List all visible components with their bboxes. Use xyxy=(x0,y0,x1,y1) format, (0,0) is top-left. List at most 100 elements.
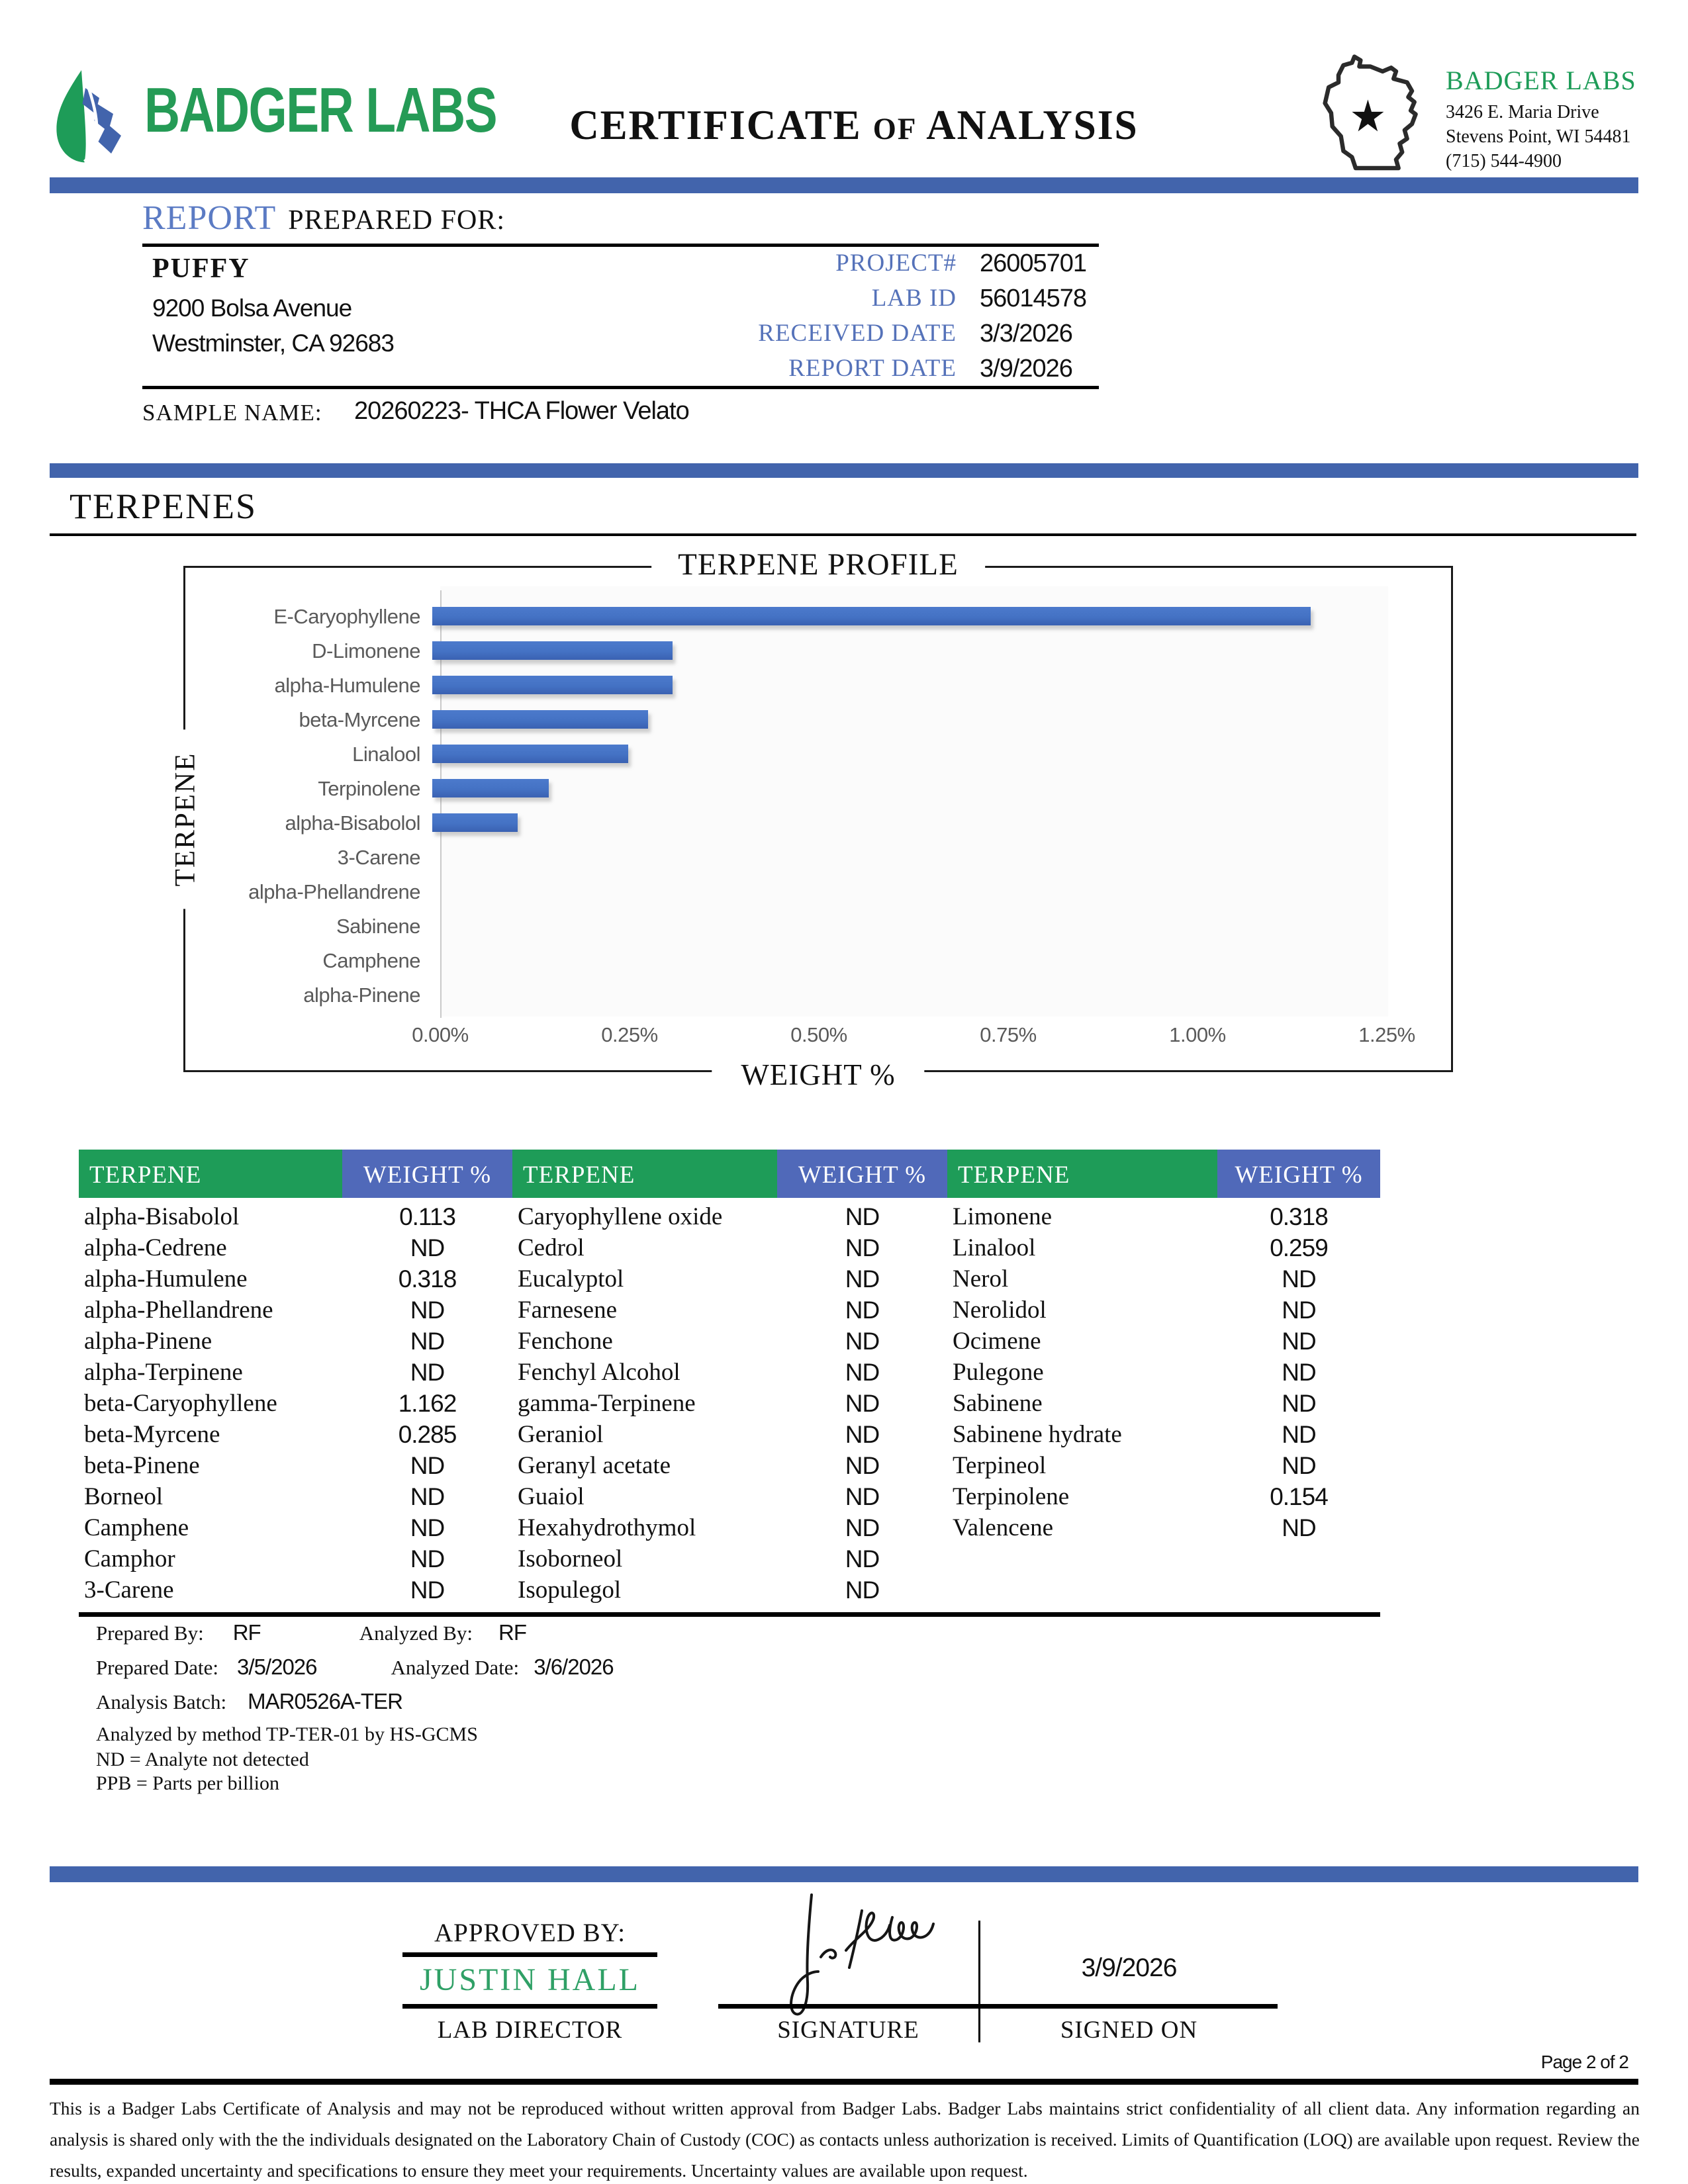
chart-bar-track xyxy=(431,737,1378,772)
chart-bar-track xyxy=(431,875,1378,909)
chart-bar-row: D-Limonene xyxy=(185,634,1387,668)
terpene-weight-cell: 0.285 xyxy=(398,1421,457,1448)
lab-address-line1: 3426 E. Maria Drive xyxy=(1446,102,1599,122)
terpene-name-cell: Hexahydrothymol xyxy=(518,1514,696,1541)
chart-x-tick-label: 1.25% xyxy=(1358,1023,1415,1046)
chart-x-tick-label: 1.00% xyxy=(1169,1023,1226,1046)
prepared-date-value: 3/5/2026 xyxy=(237,1655,317,1679)
sample-name-value: 20260223- THCA Flower Velato xyxy=(354,397,690,425)
document-title: CERTIFICATE OF ANALYSIS xyxy=(498,101,1209,150)
chart-category-label: alpha-Phellandrene xyxy=(248,880,420,903)
project-number-label: PROJECT# xyxy=(835,250,957,277)
client-address-line1: 9200 Bolsa Avenue xyxy=(152,295,352,322)
terpene-name-cell: Sabinene xyxy=(953,1390,1043,1417)
badger-labs-leaf-logo xyxy=(56,70,121,163)
rule xyxy=(142,386,1099,389)
signature-image xyxy=(790,1893,935,2016)
brand-wordmark: BADGER LABS xyxy=(144,75,498,146)
chart-category-label: Terpinolene xyxy=(318,777,420,800)
terpene-name-cell: Sabinene hydrate xyxy=(953,1421,1122,1448)
terpene-weight-cell: ND xyxy=(410,1328,445,1355)
signed-on-date: 3/9/2026 xyxy=(1081,1954,1178,1982)
chart-bar-track xyxy=(431,944,1378,978)
disclaimer-text: This is a Badger Labs Certificate of Ana… xyxy=(50,2098,1640,2181)
table-header-weight: WEIGHT % xyxy=(342,1150,512,1201)
received-date-label: RECEIVED DATE xyxy=(758,320,957,347)
terpene-name-cell: Pulegone xyxy=(953,1359,1044,1386)
chart-category-label: alpha-Bisabolol xyxy=(285,811,421,835)
signature-label: SIGNATURE xyxy=(777,2017,919,2044)
analysis-batch-label: Analysis Batch: xyxy=(96,1690,227,1713)
lab-id-label: LAB ID xyxy=(871,285,957,312)
terpene-weight-cell: ND xyxy=(845,1576,880,1604)
lab-id-value: 56014578 xyxy=(980,285,1087,312)
terpene-weight-cell: ND xyxy=(845,1483,880,1510)
chart-bar-row: Camphene xyxy=(185,944,1387,978)
chart-category-label: Sabinene xyxy=(336,915,421,938)
analysis-batch-value: MAR0526A-TER xyxy=(248,1689,403,1713)
chart-bar xyxy=(432,607,1311,625)
approver-title: LAB DIRECTOR xyxy=(437,2017,623,2044)
chart-category-label: D-Limonene xyxy=(312,639,420,662)
terpene-name-cell: alpha-Cedrene xyxy=(84,1234,227,1261)
approver-name: JUSTIN HALL xyxy=(420,1962,640,1997)
chart-bar xyxy=(432,676,673,694)
table-header-terpene: TERPENE xyxy=(512,1150,777,1201)
terpene-name-cell: Camphor xyxy=(84,1545,175,1572)
terpene-weight-cell: ND xyxy=(845,1297,880,1324)
chart-x-axis-label: WEIGHT % xyxy=(712,1058,925,1092)
chart-x-ticks: 0.00% 0.25% 0.50% 0.75% 1.00% 1.25% xyxy=(412,1023,1415,1050)
report-date-value: 3/9/2026 xyxy=(980,355,1073,383)
nd-definition-note: ND = Analyte not detected xyxy=(96,1749,309,1770)
terpene-name-cell: Limonene xyxy=(953,1203,1053,1230)
terpene-weight-cell: ND xyxy=(1282,1390,1316,1417)
terpene-name-cell: Terpineol xyxy=(953,1452,1047,1479)
chart-bar-row: alpha-Pinene xyxy=(185,978,1387,1013)
project-number-row: PROJECT# 26005701 xyxy=(622,249,1450,281)
chart-bar xyxy=(432,745,628,763)
page-number: Page 2 of 2 xyxy=(1540,2052,1629,2072)
chart-bar-row: alpha-Phellandrene xyxy=(185,875,1387,909)
rule xyxy=(50,533,1636,536)
terpene-weight-cell: ND xyxy=(410,1483,445,1510)
results-table: TERPENE WEIGHT % TERPENE WEIGHT % TERPENE WEI… xyxy=(79,1150,1380,1617)
terpene-name-cell: Valencene xyxy=(953,1514,1054,1541)
divider-bar-bottom xyxy=(50,1866,1638,1882)
terpene-weight-cell xyxy=(1217,1543,1380,1574)
terpene-name-cell: Nerolidol xyxy=(953,1297,1047,1324)
lab-address-line2: Stevens Point, WI 54481 xyxy=(1446,126,1631,147)
terpene-weight-cell: ND xyxy=(845,1265,880,1293)
document-title-part-of: OF xyxy=(872,112,917,146)
rule xyxy=(142,244,1099,247)
chart-category-label: alpha-Humulene xyxy=(274,674,421,697)
analyzed-by-value: RF xyxy=(498,1620,527,1645)
analyzed-date-value: 3/6/2026 xyxy=(534,1655,614,1679)
rule xyxy=(718,2004,1278,2009)
terpene-weight-cell: ND xyxy=(1282,1452,1316,1479)
chart-y-axis-line xyxy=(440,590,442,1018)
terpene-name-cell: Eucalyptol xyxy=(518,1265,624,1293)
lab-name: BADGER LABS xyxy=(1446,66,1636,95)
terpene-weight-cell: ND xyxy=(410,1359,445,1386)
received-date-row: RECEIVED DATE 3/3/2026 xyxy=(622,319,1450,351)
terpene-weight-cell: ND xyxy=(845,1545,880,1572)
chart-bar xyxy=(432,813,518,832)
lab-info-block: BADGER LABS 3426 E. Maria Drive Stevens … xyxy=(1314,53,1636,185)
prepared-date-row: Prepared Date: 3/5/2026 Analyzed Date: 3… xyxy=(96,1655,614,1680)
terpene-weight-cell: 0.154 xyxy=(1270,1483,1329,1510)
rule xyxy=(402,2004,657,2009)
terpene-weight-cell: ND xyxy=(845,1421,880,1448)
terpene-weight-cell: ND xyxy=(1282,1421,1316,1448)
terpene-name-cell: beta-Caryophyllene xyxy=(84,1390,277,1417)
terpene-name-cell: Caryophyllene oxide xyxy=(518,1203,723,1230)
chart-bar-row: Sabinene xyxy=(185,909,1387,944)
analyzed-date-label: Analyzed Date: xyxy=(391,1656,520,1679)
chart-bar-track xyxy=(431,634,1378,668)
chart-bar-row: E-Caryophyllene xyxy=(185,600,1387,634)
terpene-weight-cell: ND xyxy=(845,1452,880,1479)
terpene-name-cell: Isoborneol xyxy=(518,1545,623,1572)
terpene-name-cell: Linalool xyxy=(953,1234,1036,1261)
document-title-part: ANALYSIS xyxy=(926,101,1139,148)
terpene-name-cell: Borneol xyxy=(84,1483,164,1510)
